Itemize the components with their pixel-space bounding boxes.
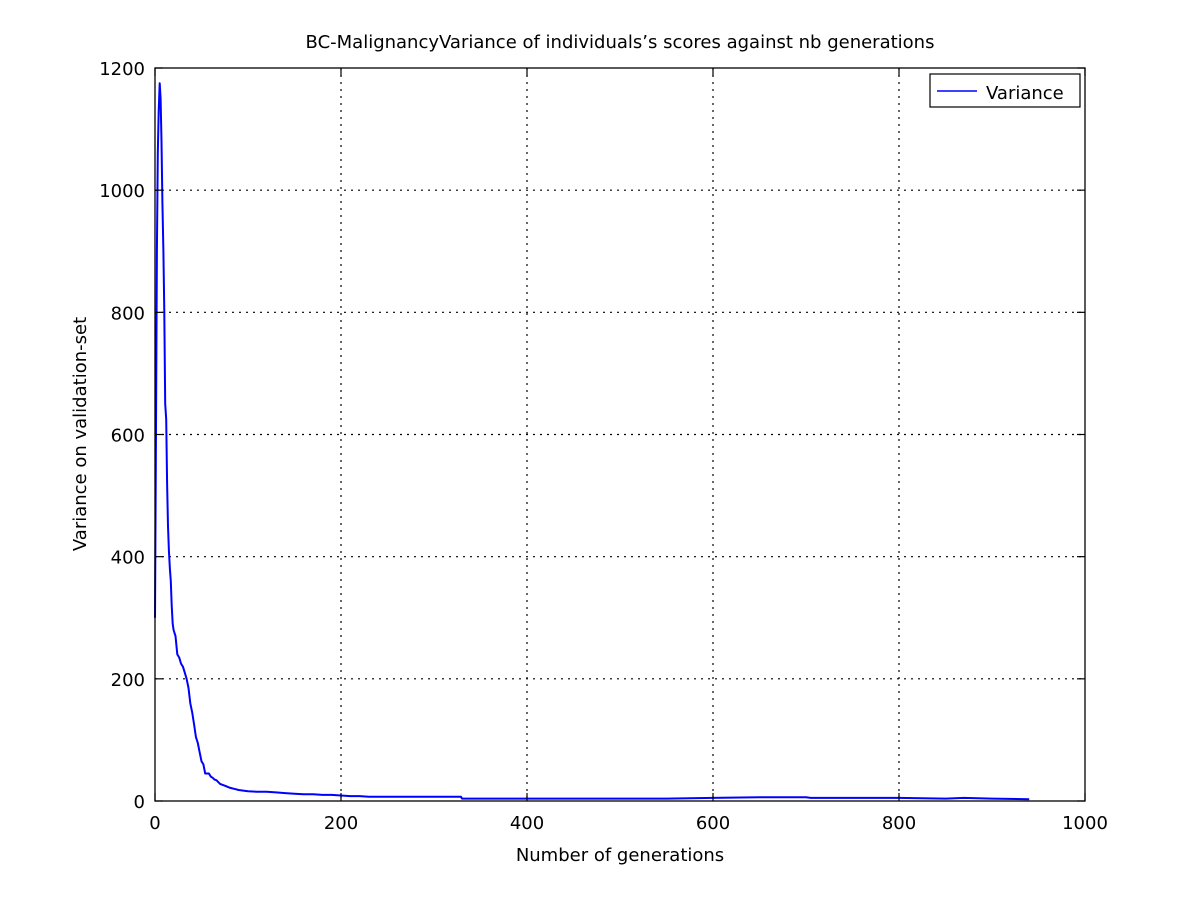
y-axis-label: Variance on validation-set <box>70 317 91 551</box>
x-tick-label: 1000 <box>1062 813 1108 834</box>
x-axis-label: Number of generations <box>516 845 724 866</box>
x-tick-label: 200 <box>324 813 358 834</box>
series-layer <box>154 82 1030 801</box>
legend-label-variance: Variance <box>986 83 1064 104</box>
y-tick-label: 400 <box>111 548 145 569</box>
y-tick-label: 600 <box>111 426 145 447</box>
plot-frame <box>154 67 1086 802</box>
y-tick-label: 800 <box>111 303 145 324</box>
y-tick-label: 200 <box>111 670 145 691</box>
x-tick-label: 800 <box>882 813 916 834</box>
y-tick-label: 1000 <box>99 181 145 202</box>
x-tick-label: 0 <box>149 813 160 834</box>
x-tick-label: 400 <box>510 813 544 834</box>
legend: Variance <box>929 73 1081 108</box>
y-tick-label: 1200 <box>99 59 145 80</box>
y-tick-label: 0 <box>134 792 145 813</box>
grid-lines <box>155 68 1085 801</box>
series-line-variance <box>154 82 1030 801</box>
chart-title: BC-MalignancyVariance of individuals’s s… <box>306 32 935 53</box>
axis-ticks: 0 200 400 600 800 1000 0 200 400 600 800 1000 1200 <box>99 59 1108 834</box>
x-tick-label: 600 <box>696 813 730 834</box>
